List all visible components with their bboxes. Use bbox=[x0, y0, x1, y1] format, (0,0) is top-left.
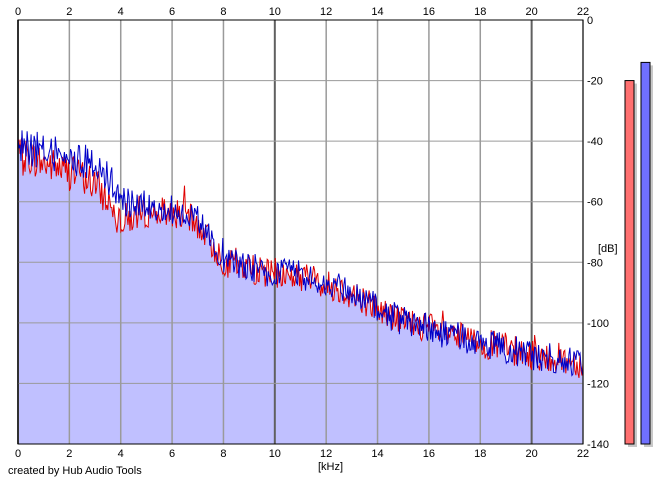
y-tick-1: -20 bbox=[587, 76, 603, 88]
x-tick-bottom-2: 4 bbox=[118, 448, 124, 460]
y-tick-0: 0 bbox=[587, 15, 593, 27]
x-tick-top-6: 12 bbox=[320, 6, 332, 18]
x-tick-bottom-9: 18 bbox=[474, 448, 486, 460]
y-tick-7: -140 bbox=[587, 439, 609, 451]
x-tick-top-7: 14 bbox=[371, 6, 383, 18]
x-tick-bottom-5: 10 bbox=[269, 448, 281, 460]
level-meters bbox=[624, 61, 653, 448]
x-tick-bottom-11: 22 bbox=[577, 448, 589, 460]
x-tick-bottom-0: 0 bbox=[15, 448, 21, 460]
x-tick-top-11: 22 bbox=[577, 6, 589, 18]
x-tick-top-9: 18 bbox=[474, 6, 486, 18]
x-tick-top-4: 8 bbox=[220, 6, 226, 18]
x-tick-labels-top: 0 2 4 6 8 10 12 14 16 18 20 22 bbox=[15, 6, 589, 18]
series-line-red bbox=[17, 137, 584, 379]
y-tick-2: -40 bbox=[587, 136, 603, 148]
y-tick-6: -120 bbox=[587, 378, 609, 390]
plot-border bbox=[17, 19, 584, 445]
y-axis-label: [dB] bbox=[598, 243, 618, 255]
credit-text: created by Hub Audio Tools bbox=[8, 465, 142, 477]
x-tick-bottom-1: 2 bbox=[66, 448, 72, 460]
x-tick-labels-bottom: 0 2 4 6 8 10 12 14 16 18 20 22 bbox=[15, 448, 589, 460]
meter-bar-0 bbox=[624, 80, 635, 445]
meter-bar-1 bbox=[640, 61, 651, 445]
x-tick-bottom-8: 16 bbox=[423, 448, 435, 460]
y-tick-3: -60 bbox=[587, 197, 603, 209]
x-tick-top-10: 20 bbox=[526, 6, 538, 18]
x-tick-top-3: 6 bbox=[169, 6, 175, 18]
series-line-blue bbox=[17, 130, 584, 377]
x-tick-bottom-6: 12 bbox=[320, 448, 332, 460]
y-tick-4: -80 bbox=[587, 257, 603, 269]
grid-lines bbox=[17, 19, 584, 445]
y-tick-labels: 0 -20 -40 -60 -80 -100 -120 -140 bbox=[587, 15, 609, 451]
x-tick-bottom-7: 14 bbox=[371, 448, 383, 460]
x-axis-label: [kHz] bbox=[318, 461, 343, 473]
x-tick-top-5: 10 bbox=[269, 6, 281, 18]
x-tick-bottom-4: 8 bbox=[220, 448, 226, 460]
x-tick-top-0: 0 bbox=[15, 6, 21, 18]
y-tick-5: -100 bbox=[587, 318, 609, 330]
x-tick-bottom-3: 6 bbox=[169, 448, 175, 460]
x-tick-top-2: 4 bbox=[118, 6, 124, 18]
x-tick-top-8: 16 bbox=[423, 6, 435, 18]
spectrum-area bbox=[18, 137, 583, 445]
x-tick-bottom-10: 20 bbox=[526, 448, 538, 460]
x-tick-top-1: 2 bbox=[66, 6, 72, 18]
